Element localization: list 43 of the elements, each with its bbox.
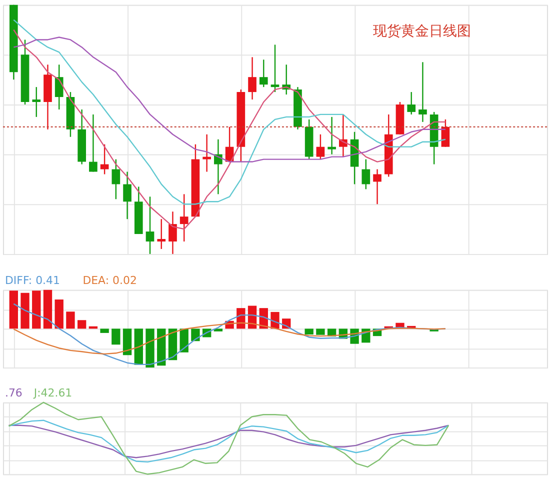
bar (32, 290, 41, 329)
candlestick (32, 86, 41, 118)
bar (168, 328, 178, 360)
bar (77, 320, 86, 329)
bar (191, 328, 200, 342)
candlestick (418, 62, 427, 123)
bar (122, 328, 132, 356)
candlestick (157, 218, 166, 250)
bar (20, 292, 30, 329)
candlestick (202, 134, 211, 172)
bar (43, 290, 52, 329)
candlestick (407, 91, 416, 116)
series-label: DIFF: 0.41 (4, 274, 60, 287)
bar (9, 290, 18, 329)
bar (54, 300, 64, 329)
candlestick (54, 64, 64, 110)
bar (112, 328, 120, 345)
candlestick (146, 196, 154, 255)
text: 现货黄金日线图 (372, 24, 471, 40)
text: DEA: 0.02 (82, 274, 137, 287)
bar (304, 328, 314, 335)
candlestick (328, 116, 336, 155)
bar (157, 328, 166, 366)
bar (316, 328, 325, 335)
bar (146, 328, 154, 368)
bar (66, 312, 75, 329)
text: .76 (4, 386, 22, 400)
candlestick (248, 56, 256, 100)
candlestick (362, 158, 370, 190)
bar (134, 328, 143, 365)
candlestick (270, 44, 280, 93)
candlestick (259, 59, 268, 88)
candlestick (100, 144, 109, 175)
candlestick (180, 194, 188, 242)
bar (100, 328, 109, 333)
candlestick (123, 171, 132, 220)
series-label: J:42.61 (32, 386, 72, 400)
candlestick (112, 158, 120, 200)
candlestick (168, 211, 177, 255)
candlestick (89, 114, 98, 172)
candlestick (441, 118, 450, 148)
candlestick (316, 134, 325, 160)
candlestick (373, 168, 382, 205)
